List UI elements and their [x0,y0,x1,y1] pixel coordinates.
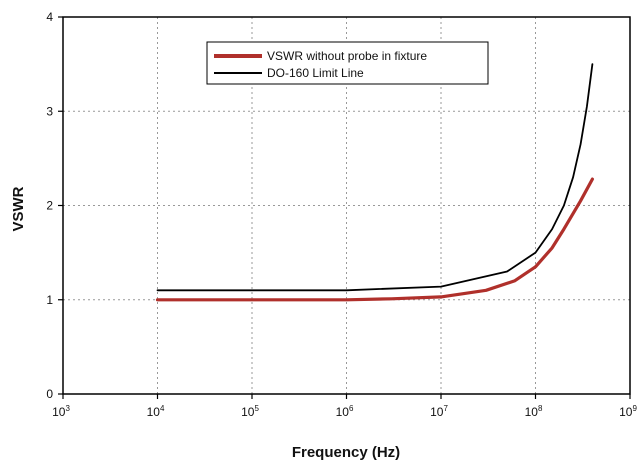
x-tick-label: 109 [619,404,637,419]
legend-box [206,41,489,85]
x-tick-label: 108 [525,404,543,419]
legend-label-do160: DO-160 Limit Line [267,66,364,80]
x-tick-label-exponent: 8 [538,404,543,413]
y-tick-label: 2 [46,199,53,213]
x-tick-label: 105 [241,404,259,419]
x-tick-label-base: 10 [619,405,633,419]
x-tick-label-base: 10 [430,405,444,419]
x-tick-label-base: 10 [336,405,350,419]
x-tick-label-exponent: 6 [349,404,354,413]
y-tick-label: 4 [46,10,53,24]
data-series [155,63,595,302]
x-tick-label-base: 10 [525,405,539,419]
x-tick-label-base: 10 [241,405,255,419]
y-tick-label: 3 [46,104,53,118]
y-tick-label: 1 [46,293,53,307]
x-tick-label: 107 [430,404,448,419]
x-tick-label-base: 10 [147,405,161,419]
x-tick-label: 106 [336,404,354,419]
x-tick-label: 104 [147,404,165,419]
x-tick-label-exponent: 3 [65,404,70,413]
x-tick-label-base: 10 [52,405,66,419]
x-axis-title: Frequency (Hz) [292,444,400,461]
x-tick-label-exponent: 9 [632,404,637,413]
x-tick-label-exponent: 4 [160,404,165,413]
series-line-do160 [156,63,594,292]
legend-label-vswr: VSWR without probe in fixture [267,49,427,63]
y-tick-label: 0 [46,387,53,401]
x-tick-label-exponent: 5 [254,404,259,413]
x-tick-label-exponent: 7 [443,404,448,413]
legend: VSWR without probe in fixture DO-160 Lim… [206,41,489,85]
series-line-vswr [155,177,595,302]
y-axis-title: VSWR [10,186,27,231]
x-tick-label: 103 [52,404,70,419]
